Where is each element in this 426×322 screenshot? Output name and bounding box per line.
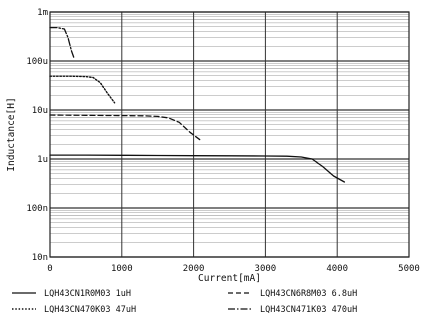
plot-area xyxy=(50,12,409,257)
y-tick-label: 1u xyxy=(37,155,48,165)
y-axis-label: Inductance[H] xyxy=(6,97,17,171)
x-tick-label: 0 xyxy=(47,264,52,274)
plot-frame xyxy=(49,11,410,258)
legend-label: LQH43CN1R0M03 1uH xyxy=(44,289,131,299)
x-tick-label: 4000 xyxy=(326,264,348,274)
x-axis-label: Current[mA] xyxy=(198,273,261,284)
legend-label: LQH43CN471K03 470uH xyxy=(260,305,357,315)
series-line-1 xyxy=(49,154,346,183)
series-line-2 xyxy=(49,114,202,142)
legend: LQH43CN1R0M03 1uH LQH43CN6R8M03 6.8uH LQH4… xyxy=(12,289,357,315)
y-tick-labels: 1m 100u 10u 1u 100n 10n xyxy=(26,8,48,263)
legend-label: LQH43CN6R8M03 6.8uH xyxy=(260,289,357,299)
y-tick-label: 1m xyxy=(37,8,48,18)
series-layer xyxy=(49,26,346,183)
y-tick-label: 10u xyxy=(32,106,48,116)
series-line-3 xyxy=(49,75,116,104)
x-tick-label: 1000 xyxy=(111,264,133,274)
y-tick-label: 100u xyxy=(26,57,48,67)
x-tick-label: 2000 xyxy=(183,264,205,274)
x-tick-label: 3000 xyxy=(255,264,277,274)
x-tick-label: 5000 xyxy=(398,264,420,274)
x-tick-labels: 0 1000 2000 3000 4000 5000 xyxy=(47,264,420,274)
y-tick-label: 10n xyxy=(32,253,48,263)
series-line-4 xyxy=(49,26,75,58)
minor-grid xyxy=(50,13,409,243)
legend-label: LQH43CN470K03 47uH xyxy=(44,305,136,315)
y-tick-label: 100n xyxy=(26,204,48,214)
